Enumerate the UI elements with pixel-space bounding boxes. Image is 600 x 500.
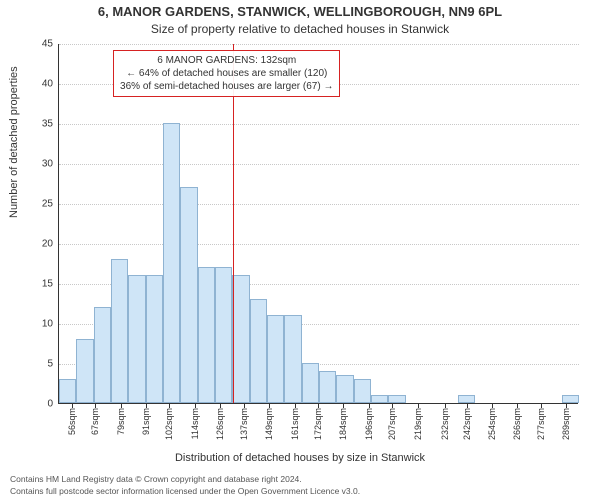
x-tick-label: 67sqm [90, 408, 100, 435]
histogram-bar [180, 187, 197, 403]
histogram-bar [336, 375, 353, 403]
x-tick-label: 91sqm [141, 408, 151, 435]
histogram-bar [354, 379, 371, 403]
histogram-bar [128, 275, 145, 403]
histogram-bar [146, 275, 163, 403]
x-tick-label: 219sqm [413, 408, 423, 440]
x-tick-label: 137sqm [239, 408, 249, 440]
histogram-bar [371, 395, 388, 403]
histogram-bar [284, 315, 301, 403]
y-tick-label: 15 [23, 279, 53, 290]
chart-root: { "titles": { "line1": "6, MANOR GARDENS… [0, 0, 600, 500]
x-tick-mark [146, 404, 147, 408]
histogram-bar [111, 259, 128, 403]
x-tick-mark [95, 404, 96, 408]
x-tick-mark [343, 404, 344, 408]
y-axis-label: Number of detached properties [8, 66, 20, 218]
x-tick-mark [169, 404, 170, 408]
y-gridline [59, 124, 579, 125]
x-tick-mark [566, 404, 567, 408]
x-tick-label: 114sqm [190, 408, 200, 439]
x-tick-label: 232sqm [440, 408, 450, 440]
histogram-bar [232, 275, 249, 403]
y-tick-label: 45 [23, 39, 53, 50]
x-tick-label: 184sqm [338, 408, 348, 440]
histogram-bar [319, 371, 336, 403]
x-tick-mark [244, 404, 245, 408]
x-tick-label: 161sqm [290, 408, 300, 440]
chart-title-subtitle: Size of property relative to detached ho… [0, 22, 600, 36]
histogram-bar [198, 267, 215, 403]
x-tick-mark [418, 404, 419, 408]
x-tick-mark [295, 404, 296, 408]
x-tick-mark [121, 404, 122, 408]
y-gridline [59, 44, 579, 45]
histogram-bar [94, 307, 111, 403]
y-tick-label: 20 [23, 239, 53, 250]
x-tick-label: 149sqm [264, 408, 274, 440]
x-tick-label: 277sqm [536, 408, 546, 440]
y-tick-label: 0 [23, 399, 53, 410]
y-gridline [59, 164, 579, 165]
x-tick-mark [220, 404, 221, 408]
y-tick-label: 10 [23, 319, 53, 330]
x-tick-mark [467, 404, 468, 408]
x-tick-mark [492, 404, 493, 408]
x-tick-label: 102sqm [164, 408, 174, 440]
x-tick-label: 79sqm [116, 408, 126, 435]
x-tick-mark [318, 404, 319, 408]
x-tick-label: 126sqm [215, 408, 225, 440]
x-tick-label: 289sqm [561, 408, 571, 440]
x-tick-label: 56sqm [67, 408, 77, 435]
histogram-bar [267, 315, 284, 403]
histogram-bar [76, 339, 93, 403]
annotation-box: 6 MANOR GARDENS: 132sqm← 64% of detached… [113, 50, 340, 97]
histogram-bar [59, 379, 76, 403]
x-tick-label: 172sqm [313, 408, 323, 440]
x-tick-label: 254sqm [487, 408, 497, 440]
x-tick-mark [195, 404, 196, 408]
histogram-bar [163, 123, 180, 403]
histogram-bar [458, 395, 475, 403]
x-tick-mark [269, 404, 270, 408]
annotation-line-2: ← 64% of detached houses are smaller (12… [120, 67, 333, 80]
x-tick-mark [369, 404, 370, 408]
x-axis-label: Distribution of detached houses by size … [0, 452, 600, 464]
y-tick-label: 30 [23, 159, 53, 170]
chart-title-address: 6, MANOR GARDENS, STANWICK, WELLINGBOROU… [0, 4, 600, 19]
annotation-line-3: 36% of semi-detached houses are larger (… [120, 80, 333, 93]
x-tick-label: 196sqm [364, 408, 374, 440]
plot-wrapper: 05101520253035404556sqm67sqm79sqm91sqm10… [58, 44, 578, 404]
histogram-bar [215, 267, 232, 403]
footer-copyright-2: Contains full postcode sector informatio… [10, 486, 360, 496]
histogram-bar [302, 363, 319, 403]
x-tick-label: 266sqm [512, 408, 522, 440]
y-gridline [59, 244, 579, 245]
histogram-bar [388, 395, 405, 403]
x-tick-label: 242sqm [462, 408, 472, 440]
y-tick-label: 5 [23, 359, 53, 370]
y-tick-label: 40 [23, 79, 53, 90]
annotation-line-1: 6 MANOR GARDENS: 132sqm [120, 54, 333, 67]
x-tick-mark [445, 404, 446, 408]
footer-copyright-1: Contains HM Land Registry data © Crown c… [10, 474, 302, 484]
x-tick-mark [517, 404, 518, 408]
plot-area: 05101520253035404556sqm67sqm79sqm91sqm10… [58, 44, 578, 404]
y-tick-label: 35 [23, 119, 53, 130]
y-tick-label: 25 [23, 199, 53, 210]
histogram-bar [250, 299, 267, 403]
x-tick-mark [392, 404, 393, 408]
y-gridline [59, 204, 579, 205]
histogram-bar [562, 395, 579, 403]
x-tick-label: 207sqm [387, 408, 397, 440]
marker-line [233, 44, 234, 403]
x-tick-mark [72, 404, 73, 408]
x-tick-mark [541, 404, 542, 408]
